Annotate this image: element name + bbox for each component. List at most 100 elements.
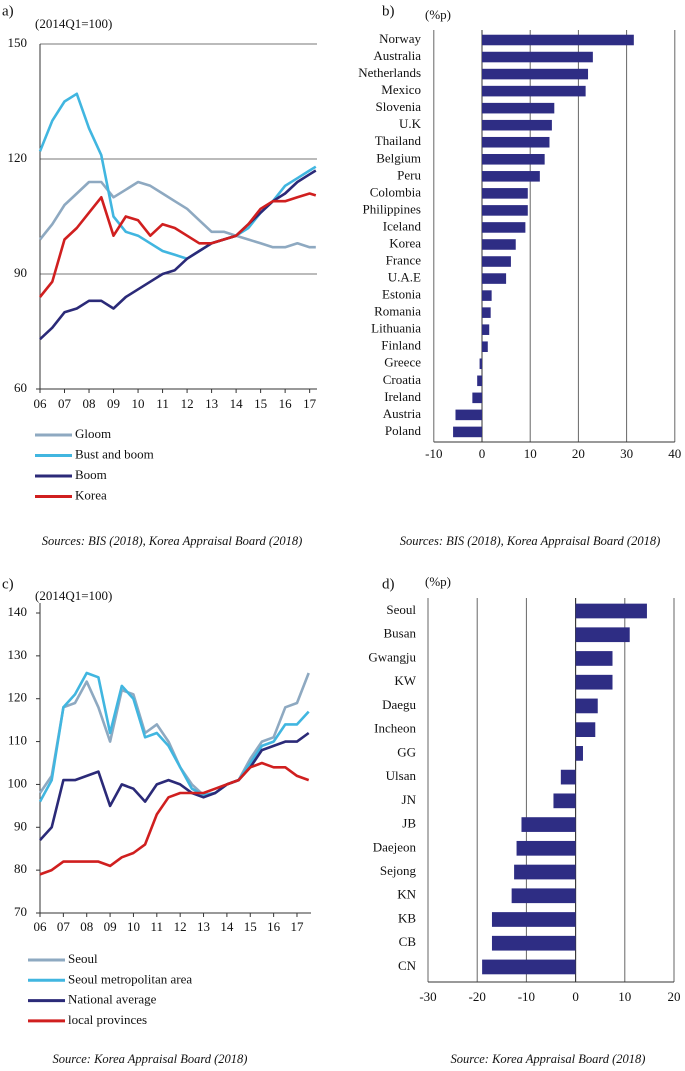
bar [482,290,492,301]
x-tick-label: 12 [181,396,194,411]
category-label: Mexico [381,82,421,97]
legend-label: Bust and boom [75,446,154,461]
y-tick-label: 90 [14,818,27,833]
category-label: Thailand [375,133,422,148]
category-label: Daegu [382,697,416,712]
y-tick-label: 120 [8,150,28,165]
bar [482,256,511,267]
source-note: Sources: BIS (2018), Korea Appraisal Boa… [400,534,661,548]
bar [453,426,482,438]
category-label: Seoul [386,602,416,617]
bar [482,239,516,250]
x-tick-label: 0 [572,989,579,1004]
bar [491,935,576,951]
axis-unit: (2014Q1=100) [35,16,112,31]
bar [575,674,613,690]
bar [553,793,576,809]
x-tick-label: 06 [34,919,48,934]
x-tick-label: 08 [83,396,96,411]
bar [521,817,576,832]
series-line [38,671,310,803]
category-label: CN [398,958,417,973]
bar [482,119,552,131]
series-line [38,672,310,797]
series-line [39,731,310,841]
bar [575,746,583,761]
x-tick-label: -30 [419,989,436,1004]
legend-label: Korea [75,487,107,502]
series-line [39,761,310,876]
x-tick-label: 15 [254,396,267,411]
x-tick-label: 11 [151,919,164,934]
source-note: Source: Korea Appraisal Board (2018) [53,1052,248,1066]
category-label: Philippines [362,201,421,216]
x-tick-label: 40 [668,446,681,461]
x-tick-label: 11 [156,396,169,411]
y-tick-label: 130 [8,647,28,662]
category-label: U.A.E [388,270,421,285]
bar [575,722,596,738]
category-label: Korea [389,235,421,250]
bar [477,375,482,387]
panel-label: d) [382,576,395,592]
x-tick-label: -10 [425,446,442,461]
category-label: Austria [383,406,422,421]
category-label: Norway [379,31,421,46]
category-label: Croatia [383,372,421,387]
category-label: GG [397,744,416,759]
legend-label: Seoul [68,951,98,966]
legend-label: Gloom [75,426,111,441]
y-tick-label: 110 [8,733,27,748]
source-note: Sources: BIS (2018), Korea Appraisal Boa… [42,534,303,548]
y-tick-label: 70 [14,904,27,919]
bar [455,409,482,421]
category-label: Colombia [370,184,422,199]
bar [482,85,586,97]
bar [482,136,550,148]
category-label: Greece [384,355,421,370]
bar [514,864,576,880]
category-label: Daejeon [373,839,417,854]
category-label: Sejong [380,863,417,878]
legend-label: National average [68,992,157,1007]
panel-label: b) [382,3,395,19]
axis-unit: (2014Q1=100) [35,588,112,603]
category-label: Slovenia [376,99,422,114]
bar [482,307,491,318]
x-tick-label: 13 [197,919,210,934]
category-label: Belgium [376,150,421,165]
bar [482,51,593,63]
bar [482,273,507,284]
x-tick-label: -10 [518,989,535,1004]
legend-label: Seoul metropolitan area [68,971,192,986]
bar [511,888,576,904]
y-tick-label: 120 [8,690,28,705]
category-label: Australia [373,48,421,63]
source-note: Source: Korea Appraisal Board (2018) [451,1052,646,1066]
x-tick-label: 16 [279,396,293,411]
bar [482,68,589,80]
x-tick-label: 15 [244,919,257,934]
category-label: Poland [385,423,422,438]
x-tick-label: 0 [479,446,486,461]
bar [482,205,528,216]
x-tick-label: 10 [132,396,145,411]
category-label: Netherlands [358,65,421,80]
x-tick-label: 07 [57,919,71,934]
category-label: France [386,253,422,268]
panel-label: c) [2,576,14,592]
bar [560,769,576,785]
bar [482,959,576,975]
category-label: Ulsan [386,768,417,783]
y-tick-label: 80 [14,861,27,876]
bar [516,840,576,856]
bar [482,222,526,233]
category-label: JB [402,816,416,831]
category-label: Incheon [374,721,416,736]
x-tick-label: -20 [469,989,486,1004]
x-tick-label: 17 [303,396,317,411]
category-label: Busan [384,626,417,641]
x-tick-label: 17 [290,919,304,934]
y-tick-label: 150 [8,35,28,50]
y-tick-label: 140 [8,604,28,619]
